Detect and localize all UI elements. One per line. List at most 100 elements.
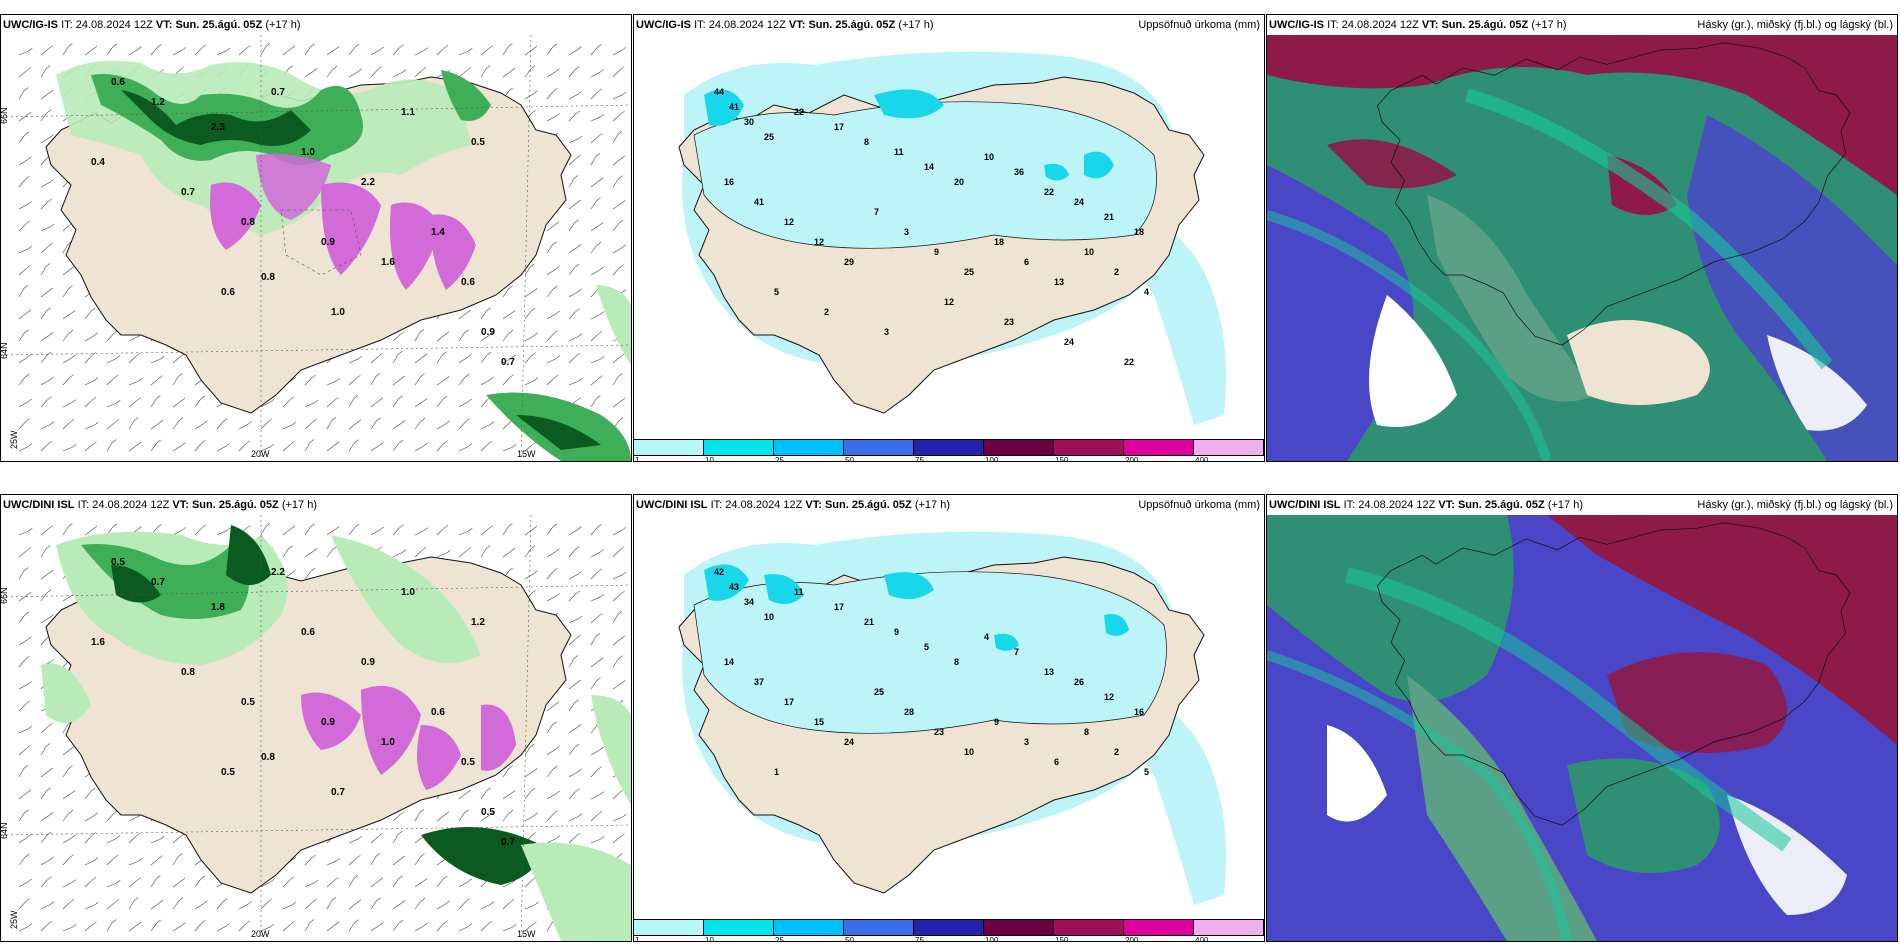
value-label: 1.0 bbox=[401, 587, 415, 598]
wind-barb bbox=[305, 922, 310, 931]
wind-barb bbox=[173, 446, 181, 451]
value-label: 1.2 bbox=[151, 97, 165, 108]
precip-map-panel-bottom: UWC/DINI ISL IT: 24.08.2024 12Z VT: Sun.… bbox=[633, 494, 1265, 942]
wind-barb-flag bbox=[622, 290, 626, 293]
wind-barb bbox=[613, 792, 620, 799]
wind-barb-flag bbox=[424, 923, 428, 926]
wind-barb-flag bbox=[246, 525, 250, 528]
wind-barb bbox=[129, 901, 134, 909]
wind-barb bbox=[129, 836, 136, 843]
wind-barb bbox=[415, 812, 420, 821]
value-label: 0.6 bbox=[221, 287, 235, 298]
wind-barb bbox=[591, 661, 599, 667]
wind-barb-flag bbox=[311, 568, 315, 571]
value-label: 44 bbox=[714, 87, 724, 97]
value-label: 22 bbox=[794, 107, 804, 117]
wind-barb bbox=[393, 859, 401, 865]
wind-barb-flag bbox=[28, 444, 32, 447]
wind-barb-flag bbox=[70, 899, 74, 902]
wind-barb-flag bbox=[49, 812, 53, 815]
colorbar: 1 10 25 50 75 100 150 200 400 bbox=[634, 439, 1264, 461]
wind-barb bbox=[415, 401, 423, 407]
wind-barb bbox=[569, 292, 578, 297]
wind-barb-flag bbox=[533, 571, 537, 574]
wind-barb bbox=[107, 47, 113, 55]
wind-barb-flag bbox=[487, 788, 491, 791]
wind-barb bbox=[151, 903, 159, 909]
wind-barb bbox=[173, 401, 181, 407]
wind-barb-flag bbox=[468, 444, 472, 447]
wind-barb bbox=[41, 549, 46, 557]
wind-barb-flag bbox=[310, 439, 314, 442]
value-label: 9 bbox=[934, 247, 939, 257]
value-label: 0.8 bbox=[181, 667, 195, 678]
wind-barb-flag bbox=[556, 113, 560, 116]
wind-barb bbox=[591, 47, 597, 55]
wind-barb bbox=[613, 248, 622, 253]
it-label: IT: bbox=[1344, 499, 1356, 511]
wind-barb-flag bbox=[92, 353, 96, 356]
wind-barb bbox=[19, 160, 27, 165]
wind-barb bbox=[415, 531, 424, 535]
wind-barb-flag bbox=[622, 245, 626, 248]
wind-barb bbox=[437, 399, 443, 407]
wind-barb bbox=[437, 879, 443, 887]
wind-barb-flag bbox=[574, 175, 578, 178]
wind-barb bbox=[591, 181, 599, 187]
wind-barb-flag bbox=[423, 354, 427, 357]
value-label: 1.6 bbox=[91, 637, 105, 648]
wind-barb-flag bbox=[27, 157, 31, 160]
wind-barb-flag bbox=[553, 88, 557, 91]
wind-barb-flag bbox=[576, 591, 580, 594]
colorbar-tick: 200 bbox=[1125, 936, 1138, 942]
wind-barb bbox=[19, 377, 25, 385]
wind-barb bbox=[305, 403, 314, 407]
wind-barb-flag bbox=[444, 921, 448, 924]
panel-header: UWC/DINI ISL IT: 24.08.2024 12Z VT: Sun.… bbox=[634, 495, 1264, 515]
wind-barb-flag bbox=[577, 47, 581, 50]
wind-barb bbox=[63, 269, 71, 275]
wind-barb bbox=[261, 46, 266, 55]
wind-barb bbox=[415, 377, 421, 385]
wind-barb-flag bbox=[72, 355, 76, 358]
it-label: IT: bbox=[1327, 19, 1339, 31]
wind-barb bbox=[217, 926, 226, 931]
wind-barb bbox=[283, 49, 291, 55]
wind-barb bbox=[393, 334, 400, 341]
wind-barb bbox=[437, 379, 445, 385]
wind-barb bbox=[85, 445, 93, 451]
wind-barb-flag bbox=[555, 549, 559, 552]
vt-value: Sun. 25.ágú. 05Z bbox=[175, 19, 262, 31]
wind-barb-flag bbox=[357, 420, 361, 423]
wind-barb bbox=[547, 72, 555, 77]
wind-barb-flag bbox=[598, 811, 602, 814]
wind-barb-flag bbox=[48, 243, 52, 246]
wind-barb bbox=[481, 444, 488, 451]
wind-barb-flag bbox=[555, 222, 559, 225]
wind-barb bbox=[19, 837, 27, 843]
value-label: 7 bbox=[874, 207, 879, 217]
wind-barb-flag bbox=[26, 265, 30, 268]
wind-barb-flag bbox=[355, 440, 359, 443]
wind-barb bbox=[283, 444, 290, 451]
value-label: 23 bbox=[934, 727, 944, 737]
wind-barb-flag bbox=[26, 419, 30, 422]
wind-barb-flag bbox=[354, 395, 358, 398]
wind-barb bbox=[481, 791, 487, 799]
wind-barb bbox=[569, 638, 576, 645]
wind-barb-flag bbox=[445, 812, 449, 815]
wind-barb-flag bbox=[556, 311, 560, 314]
value-label: 2.2 bbox=[271, 567, 285, 578]
wind-barb bbox=[503, 527, 508, 535]
wind-barb-flag bbox=[509, 568, 513, 571]
wind-barb bbox=[393, 814, 400, 821]
colorbar-tick: 100 bbox=[985, 936, 998, 942]
wind-barb bbox=[63, 289, 69, 297]
wind-barb bbox=[481, 549, 486, 557]
wind-barb bbox=[591, 379, 599, 385]
wind-barb-flag bbox=[578, 814, 582, 817]
cloud-map-svg bbox=[1267, 515, 1897, 941]
wind-barb-flag bbox=[248, 901, 252, 904]
wind-barb-flag bbox=[556, 836, 560, 839]
wind-barb bbox=[371, 901, 377, 909]
